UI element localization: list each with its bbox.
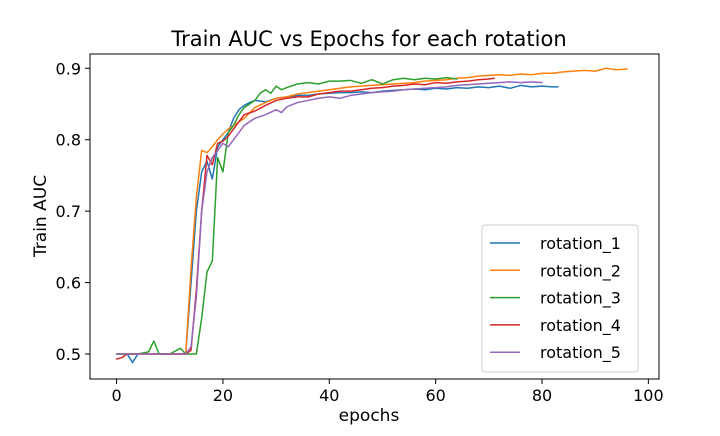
x-tick-label: 80 (532, 386, 552, 405)
legend: rotation_1 rotation_2 rotation_3 rotation_4… (481, 224, 639, 373)
plot-frame (89, 53, 660, 380)
plot-area (89, 53, 660, 380)
series-line-rotation-5 (115, 81, 543, 355)
series-layer (115, 67, 628, 364)
legend-frame (481, 224, 639, 373)
y-axis: 0.5 0.6 0.7 0.8 0.9 (56, 59, 90, 364)
legend-label-rotation-1: rotation_1 (540, 234, 621, 254)
legend-label-rotation-3: rotation_3 (540, 289, 621, 309)
legend-label-rotation-4: rotation_4 (540, 316, 621, 336)
y-tick-label: 0.6 (56, 274, 81, 293)
x-axis: 0 20 40 60 80 100 (111, 379, 664, 405)
legend-label-rotation-5: rotation_5 (540, 343, 621, 363)
y-tick-label: 0.7 (56, 202, 81, 221)
x-axis-label: epochs (339, 406, 400, 426)
x-tick-label: 40 (319, 386, 339, 405)
x-tick-label: 100 (633, 386, 664, 405)
series-line-rotation-2 (115, 67, 628, 355)
y-tick-label: 0.5 (56, 345, 81, 364)
x-tick-label: 60 (425, 386, 445, 405)
y-axis-label: Train AUC (31, 175, 51, 258)
legend-label-rotation-2: rotation_2 (540, 261, 621, 281)
x-tick-label: 20 (213, 386, 233, 405)
series-line-rotation-3 (115, 76, 458, 355)
y-tick-label: 0.9 (56, 59, 81, 78)
x-tick-label: 0 (111, 386, 121, 405)
chart-title: Train AUC vs Epochs for each rotation (170, 27, 566, 51)
y-tick-label: 0.8 (56, 131, 81, 150)
